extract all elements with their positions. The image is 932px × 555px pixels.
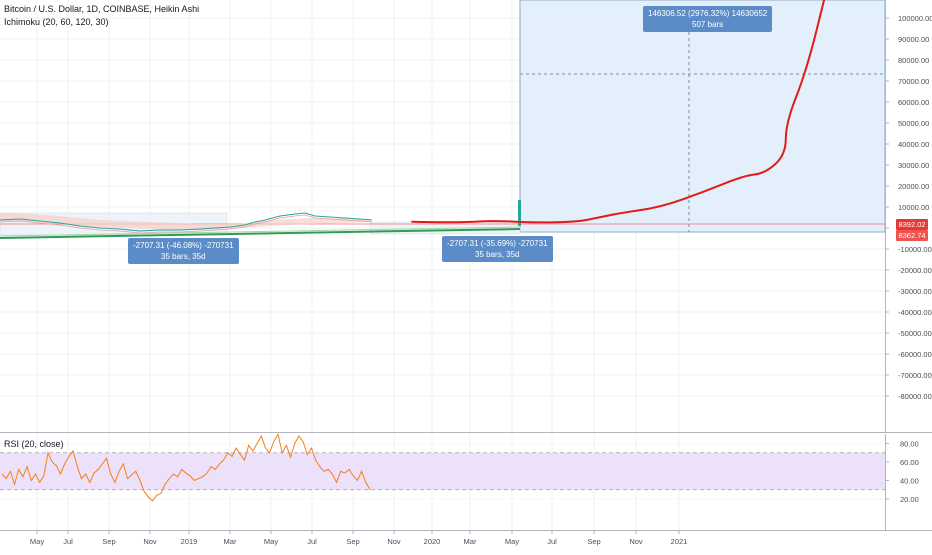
price-tick-label: -70000.00 bbox=[898, 371, 932, 380]
price-tick-label: 40000.00 bbox=[898, 140, 929, 149]
price-tick-label: -40000.00 bbox=[898, 308, 932, 317]
measure-annotation-2[interactable]: -2707.31 (-35.69%) -270731 35 bars, 35d bbox=[442, 236, 553, 262]
price-tick-label: 100000.00 bbox=[898, 14, 932, 23]
rsi-line bbox=[1, 432, 371, 502]
time-tick-label: May bbox=[30, 537, 44, 546]
price-tick-label: 80000.00 bbox=[898, 56, 929, 65]
rsi-tick-label: 60.00 bbox=[900, 458, 919, 467]
time-tick-label: Sep bbox=[346, 537, 359, 546]
last-candle bbox=[518, 200, 521, 226]
price-tick-label: -60000.00 bbox=[898, 350, 932, 359]
price-tick-label: -30000.00 bbox=[898, 287, 932, 296]
time-tick-label: Nov bbox=[387, 537, 401, 546]
rsi-tick-label: 20.00 bbox=[900, 495, 919, 504]
time-tick-label: Sep bbox=[587, 537, 600, 546]
rsi-tick-label: 40.00 bbox=[900, 477, 919, 486]
annotation-1-bars: 35 bars, 35d bbox=[161, 252, 206, 261]
price-tick-label: 70000.00 bbox=[898, 77, 929, 86]
time-tick-label: Mar bbox=[464, 537, 477, 546]
support-trendline-thin bbox=[0, 226, 521, 237]
ichimoku-cloud bbox=[0, 213, 370, 230]
price-tick-label: 60000.00 bbox=[898, 98, 929, 107]
time-tick-label: 2020 bbox=[424, 537, 441, 546]
time-tick-label: Mar bbox=[224, 537, 237, 546]
price-tick-label: 10000.00 bbox=[898, 203, 929, 212]
measure-annotation-1[interactable]: -2707.31 (-46.08%) -270731 35 bars, 35d bbox=[128, 238, 239, 264]
close-price-tag: 8362.74 bbox=[896, 230, 928, 241]
price-tick-label: -50000.00 bbox=[898, 329, 932, 338]
annotation-2-bars: 35 bars, 35d bbox=[475, 250, 520, 259]
price-tick-label: 90000.00 bbox=[898, 35, 929, 44]
price-tick-label: 50000.00 bbox=[898, 119, 929, 128]
price-history-red bbox=[0, 214, 373, 234]
time-tick-label: Nov bbox=[629, 537, 643, 546]
annotation-3-bars: 507 bars bbox=[692, 20, 724, 29]
time-tick-label: Jul bbox=[307, 537, 317, 546]
time-tick-label: Sep bbox=[102, 537, 115, 546]
annotation-3-change: 146306.52 (2976.32%) 14630652 bbox=[648, 9, 768, 18]
measure-annotation-3[interactable]: 146306.52 (2976.32%) 14630652 507 bars bbox=[643, 6, 773, 32]
rsi-tick-label: 80.00 bbox=[900, 440, 919, 449]
measure-box bbox=[519, 0, 886, 233]
time-tick-label: Jul bbox=[63, 537, 73, 546]
time-tick-label: 2019 bbox=[181, 537, 198, 546]
time-tick-label: May bbox=[505, 537, 519, 546]
time-tick-label: 2021 bbox=[671, 537, 688, 546]
price-tick-label: 30000.00 bbox=[898, 161, 929, 170]
price-tick-label: -80000.00 bbox=[898, 392, 932, 401]
annotation-1-change: -2707.31 (-46.08%) -270731 bbox=[133, 241, 234, 250]
price-tick-label: 20000.00 bbox=[898, 182, 929, 191]
price-tick-label: -20000.00 bbox=[898, 266, 932, 275]
last-price-tag: 8392.02 bbox=[896, 219, 928, 230]
support-trendline bbox=[0, 228, 521, 239]
symbol-title: Bitcoin / U.S. Dollar, 1D, COINBASE, Hei… bbox=[4, 4, 200, 14]
rsi-band bbox=[0, 452, 885, 490]
indicator-label: Ichimoku (20, 60, 120, 30) bbox=[4, 17, 109, 27]
time-tick-label: Jul bbox=[547, 537, 557, 546]
time-tick-label: Nov bbox=[143, 537, 157, 546]
price-tick-label: 110000.00 bbox=[898, 0, 932, 2]
time-tick-label: May bbox=[264, 537, 278, 546]
projection-line bbox=[411, 0, 826, 224]
annotation-2-change: -2707.31 (-35.69%) -270731 bbox=[447, 239, 548, 248]
rsi-label: RSI (20, close) bbox=[4, 439, 64, 449]
price-history-green bbox=[0, 212, 373, 232]
price-tick-label: -10000.00 bbox=[898, 245, 932, 254]
